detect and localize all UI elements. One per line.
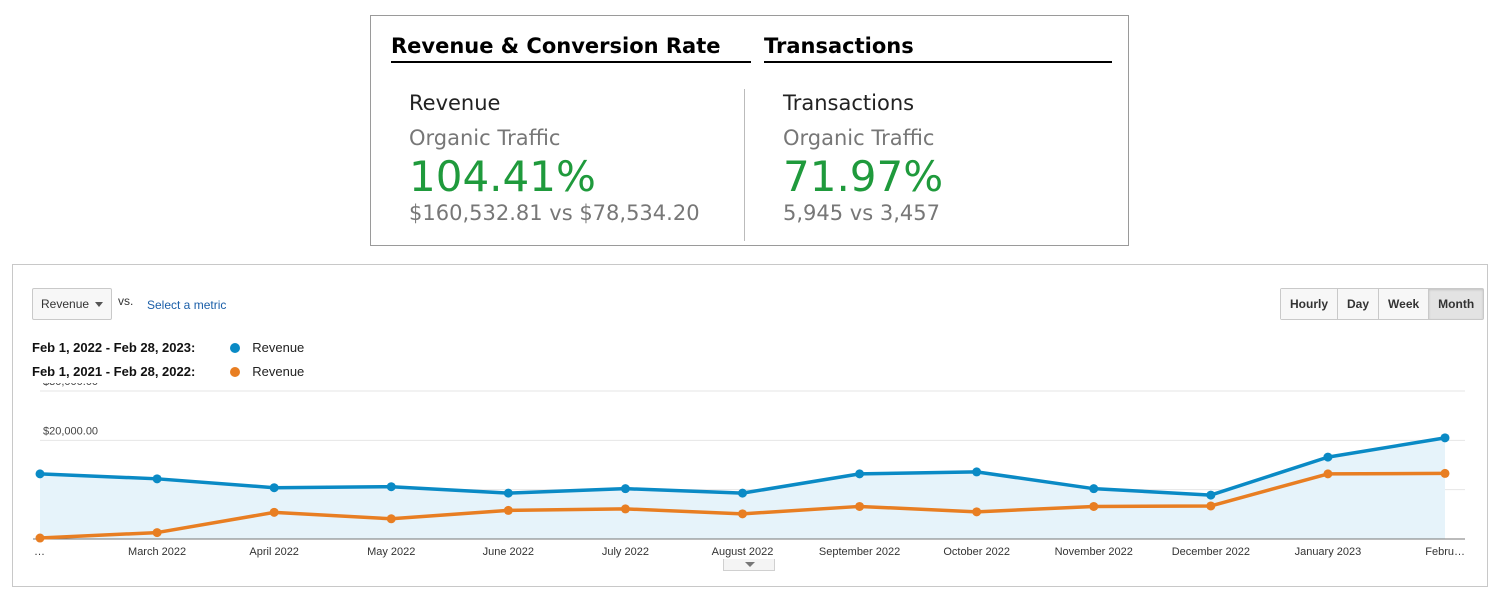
data-point bbox=[269, 507, 279, 517]
kpi-metric-name: Transactions bbox=[783, 91, 915, 115]
metric-dropdown[interactable]: Revenue bbox=[32, 288, 112, 320]
series-area-fill bbox=[40, 437, 1445, 539]
legend-series-name: Revenue bbox=[252, 340, 305, 355]
vs-label: vs. bbox=[118, 294, 134, 308]
caret-down-icon bbox=[745, 562, 755, 567]
y-tick-label: $30,000.00 bbox=[43, 383, 98, 388]
chevron-down-icon bbox=[95, 302, 103, 307]
legend-row-previous: Feb 1, 2021 - Feb 28, 2022: Revenue bbox=[32, 362, 304, 382]
data-point bbox=[1440, 433, 1450, 443]
data-point bbox=[152, 474, 162, 484]
kpi-segment-name: Organic Traffic bbox=[409, 126, 561, 150]
kpi-scorecard: Revenue & Conversion Rate Transactions R… bbox=[370, 15, 1129, 246]
kpi-header-revenue-conversion: Revenue & Conversion Rate bbox=[391, 34, 751, 63]
x-tick-label: May 2022 bbox=[367, 546, 415, 558]
y-tick-label: $20,000.00 bbox=[43, 425, 98, 437]
metric-dropdown-value: Revenue bbox=[41, 297, 90, 311]
x-tick-label: … bbox=[34, 546, 45, 558]
x-tick-label: Febru… bbox=[1425, 546, 1465, 558]
kpi-change-percent: 71.97% bbox=[783, 152, 944, 201]
data-point bbox=[1323, 469, 1333, 479]
kpi-comparison-values: 5,945 vs 3,457 bbox=[783, 201, 940, 225]
data-point bbox=[620, 504, 630, 514]
select-metric-link[interactable]: Select a metric bbox=[147, 298, 227, 312]
data-point bbox=[1206, 501, 1216, 511]
data-point bbox=[855, 469, 865, 479]
x-tick-label: October 2022 bbox=[943, 546, 1010, 558]
data-point bbox=[972, 507, 982, 517]
x-tick-label: August 2022 bbox=[712, 546, 774, 558]
kpi-segment-name: Organic Traffic bbox=[783, 126, 935, 150]
legend-dot-icon bbox=[229, 367, 240, 377]
data-point bbox=[503, 505, 513, 515]
x-tick-label: July 2022 bbox=[602, 546, 649, 558]
x-tick-label: November 2022 bbox=[1055, 546, 1133, 558]
legend-row-current: Feb 1, 2022 - Feb 28, 2023: Revenue bbox=[32, 338, 304, 358]
kpi-transactions-block: Transactions Organic Traffic 71.97% 5,94… bbox=[783, 88, 943, 227]
legend-date-range: Feb 1, 2021 - Feb 28, 2022: bbox=[32, 364, 196, 379]
kpi-divider bbox=[744, 89, 745, 241]
kpi-header-transactions: Transactions bbox=[764, 34, 1112, 63]
data-point bbox=[1089, 501, 1099, 511]
data-point bbox=[152, 528, 162, 538]
data-point bbox=[269, 483, 279, 493]
data-point bbox=[386, 514, 396, 524]
granularity-hourly-button[interactable]: Hourly bbox=[1281, 289, 1339, 319]
x-tick-label: June 2022 bbox=[483, 546, 534, 558]
x-tick-label: September 2022 bbox=[819, 546, 900, 558]
revenue-line-chart: $30,000.00$20,000.00$10,000.00…March 202… bbox=[33, 383, 1465, 558]
data-point bbox=[1323, 452, 1333, 462]
data-point bbox=[620, 484, 630, 494]
series-line bbox=[39, 436, 1446, 497]
granularity-month-button[interactable]: Month bbox=[1429, 289, 1484, 319]
legend-dot-icon bbox=[229, 343, 240, 353]
data-point bbox=[386, 482, 396, 492]
data-point bbox=[503, 488, 513, 498]
data-point bbox=[738, 488, 747, 498]
data-point bbox=[972, 467, 982, 477]
data-point bbox=[1206, 490, 1216, 500]
x-tick-label: January 2023 bbox=[1295, 546, 1362, 558]
granularity-toggle: Hourly Day Week Month bbox=[1280, 288, 1485, 320]
x-tick-label: December 2022 bbox=[1172, 546, 1250, 558]
granularity-week-button[interactable]: Week bbox=[1379, 289, 1430, 319]
data-point bbox=[1440, 468, 1450, 478]
kpi-metric-name: Revenue bbox=[409, 91, 501, 115]
legend-series-name: Revenue bbox=[252, 364, 305, 379]
kpi-comparison-values: $160,532.81 vs $78,534.20 bbox=[409, 201, 700, 225]
granularity-day-button[interactable]: Day bbox=[1338, 289, 1380, 319]
kpi-revenue-block: Revenue Organic Traffic 104.41% $160,532… bbox=[409, 88, 700, 227]
data-point bbox=[35, 533, 45, 543]
x-tick-label: April 2022 bbox=[249, 546, 299, 558]
timeline-chart-panel: Revenue vs. Select a metric Hourly Day W… bbox=[12, 264, 1488, 587]
data-point bbox=[738, 509, 747, 519]
kpi-change-percent: 104.41% bbox=[409, 152, 596, 201]
legend-date-range: Feb 1, 2022 - Feb 28, 2023: bbox=[32, 340, 196, 355]
collapse-chart-toggle[interactable] bbox=[723, 559, 775, 571]
data-point bbox=[35, 469, 45, 479]
data-point bbox=[1089, 484, 1099, 494]
data-point bbox=[855, 501, 865, 511]
x-tick-label: March 2022 bbox=[128, 546, 186, 558]
